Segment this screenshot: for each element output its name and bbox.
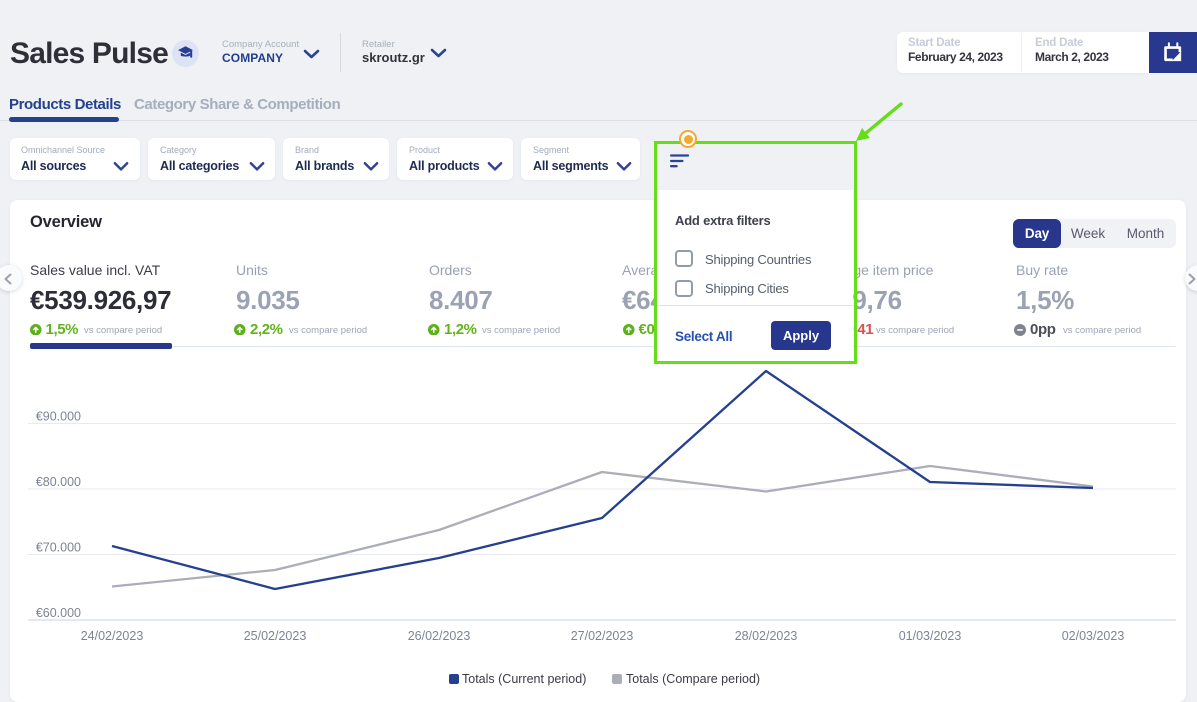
svg-text:Totals (Current period): Totals (Current period): [462, 672, 586, 686]
svg-text:€90.000: €90.000: [36, 410, 81, 424]
svg-text:26/02/2023: 26/02/2023: [408, 629, 471, 643]
svg-text:24/02/2023: 24/02/2023: [81, 629, 144, 643]
svg-text:Totals (Compare period): Totals (Compare period): [626, 672, 760, 686]
svg-text:28/02/2023: 28/02/2023: [735, 629, 798, 643]
svg-text:01/03/2023: 01/03/2023: [899, 629, 962, 643]
svg-text:02/03/2023: 02/03/2023: [1062, 629, 1125, 643]
svg-text:€60.000: €60.000: [36, 606, 81, 620]
svg-text:€70.000: €70.000: [36, 541, 81, 555]
svg-text:€80.000: €80.000: [36, 475, 81, 489]
svg-text:27/02/2023: 27/02/2023: [571, 629, 634, 643]
svg-text:25/02/2023: 25/02/2023: [244, 629, 307, 643]
